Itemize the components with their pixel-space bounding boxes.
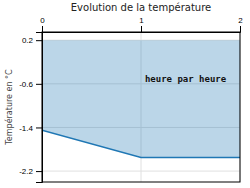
area [42,40,240,157]
tick: -1.4 [19,124,42,133]
tick-label: 1 [139,16,144,25]
tick-mark [42,26,43,32]
y-axis: 0.2 -0.6 -1.4 -2.2 [19,33,42,183]
tick-mark [240,26,241,32]
tick: -2.2 [19,167,42,176]
annotation: heure par heure [145,74,227,84]
tick-label: -1.4 [19,124,33,133]
marks [42,40,240,157]
tick-label: 0.2 [22,36,34,45]
tick: 1 [139,16,144,32]
tick-mark [36,40,42,41]
tick: 0.2 [22,36,42,45]
tick-mark [141,26,142,32]
tick: 2 [238,16,243,32]
plot: 0 1 2 0.2 -0.6 -1.4 -2.2 heure par heure [19,16,243,183]
axis-line [36,33,43,183]
title: Evolution de la température [71,2,211,13]
line [42,40,240,157]
tick-mark [36,127,42,128]
y-axis-title: Température en °C [4,69,14,146]
tick-label: 0 [40,16,45,25]
tick-mark [36,171,42,172]
tick-label: 2 [238,16,243,25]
plot-frame [42,32,240,182]
tick-label: -0.6 [19,80,33,89]
tick: 0 [40,16,45,32]
tick: -0.6 [19,80,42,89]
axis-line [43,26,241,33]
grid [42,32,240,182]
tick-label: -2.2 [19,167,33,176]
chart: 0 1 2 0.2 -0.6 -1.4 -2.2 heure par heure Evoluti… [0,0,250,188]
x-axis: 0 1 2 [40,16,243,33]
tick-mark [36,84,42,85]
